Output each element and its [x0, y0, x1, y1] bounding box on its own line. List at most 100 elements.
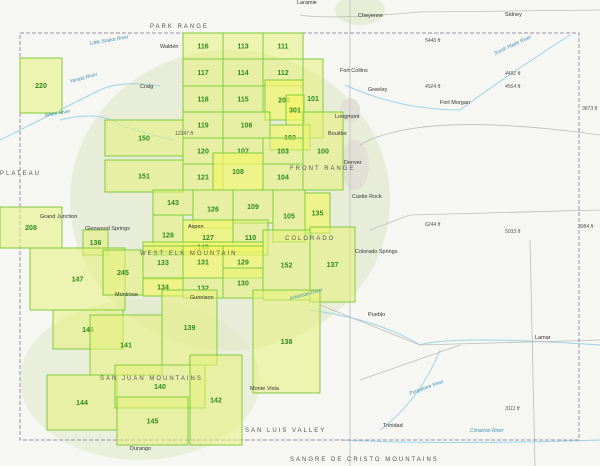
quad-116[interactable]: 116: [182, 32, 224, 60]
quad-145[interactable]: 145: [116, 396, 189, 446]
quad-139[interactable]: 139: [161, 289, 218, 366]
quad-label: 135: [312, 211, 324, 218]
elevation-label: 3984 ft: [578, 224, 594, 230]
quad-label: 113: [237, 44, 248, 51]
quad-label: 117: [197, 70, 208, 77]
quad-label: 115: [237, 97, 248, 104]
place: Sidney: [505, 12, 522, 18]
quad-box[interactable]: [212, 152, 264, 191]
place: Trinidad: [383, 423, 403, 429]
river-label: South Platte River: [493, 34, 532, 57]
elevation-label: 4564 ft: [505, 84, 521, 90]
quad-100[interactable]: 100: [302, 111, 344, 191]
quad-151[interactable]: 151: [104, 159, 184, 193]
quad-144[interactable]: 144: [46, 374, 118, 431]
quad-label: 109: [247, 204, 259, 211]
elevation-label: 12247 ft: [175, 131, 194, 137]
range-label: FRONT RANGE: [290, 166, 356, 172]
quad-113[interactable]: 113: [222, 32, 264, 60]
quad-142[interactable]: 142: [189, 354, 243, 446]
quad-label: 144: [76, 400, 88, 407]
quad-114[interactable]: 114: [222, 58, 264, 87]
quad-box[interactable]: [102, 249, 144, 296]
range-label: SAN LUIS VALLEY: [245, 428, 326, 434]
quad-label: 220: [35, 83, 47, 90]
quad-label: 151: [138, 174, 150, 181]
quad-label: 121: [197, 175, 209, 182]
river-label: Little Snake River: [89, 34, 129, 47]
quad-label: 245: [117, 270, 129, 277]
quadrangle-layer: 116 113 111 117 114 112 101 118 115 200 301 119 106 1…: [0, 32, 356, 446]
quad-117[interactable]: 117: [182, 58, 224, 87]
quad-label: 101: [307, 96, 319, 103]
quad-220[interactable]: 220: [19, 57, 63, 114]
quad-box[interactable]: [116, 396, 189, 446]
quad-box[interactable]: [222, 32, 264, 60]
place: Castle Rock: [352, 194, 382, 200]
quad-box[interactable]: [46, 374, 118, 431]
quad-box[interactable]: [19, 57, 63, 114]
range-label: WEST ELK MOUNTAIN: [140, 251, 237, 257]
place: Monte Vista: [250, 386, 280, 392]
quad-115[interactable]: 115: [222, 85, 264, 113]
quad-label: 120: [197, 149, 209, 156]
elevation-label: 4924 ft: [425, 84, 441, 90]
place: Colorado Springs: [355, 249, 398, 255]
quad-138[interactable]: 138: [252, 289, 321, 394]
place: Lamar: [535, 335, 551, 341]
quad-box[interactable]: [222, 111, 271, 139]
quad-106[interactable]: 106: [222, 111, 271, 139]
range-label: SAN JUAN MOUNTAINS: [100, 376, 203, 382]
quad-label: 137: [327, 262, 339, 269]
quad-label: 126: [207, 207, 219, 214]
place: Durango: [130, 446, 151, 452]
quad-label: 131: [197, 260, 209, 267]
place: Aspen: [188, 224, 204, 230]
quad-label: 134: [157, 285, 169, 292]
place: Fort Collins: [340, 68, 368, 74]
quad-box[interactable]: [304, 192, 331, 234]
quad-label: 105: [283, 214, 295, 221]
quad-301[interactable]: 301: [285, 94, 305, 126]
quad-150[interactable]: 150: [104, 119, 184, 157]
quad-109[interactable]: 109: [232, 189, 274, 224]
quad-label: 127: [202, 235, 214, 242]
place: Glenwood Springs: [85, 226, 130, 232]
quad-label: 133: [157, 260, 169, 267]
range-label: COLORADO: [285, 236, 335, 242]
quad-box[interactable]: [189, 354, 243, 446]
quad-label: 129: [237, 260, 249, 267]
river-label: White River: [44, 109, 71, 119]
quad-box[interactable]: [222, 85, 264, 113]
quad-label: 208: [25, 225, 37, 232]
range-label: SANGRE DE CRISTO MOUNTAINS: [290, 457, 439, 463]
place: Denver: [344, 160, 362, 166]
quad-box[interactable]: [262, 32, 304, 60]
quad-label: 301: [289, 108, 301, 115]
quad-label: 103: [277, 149, 289, 156]
quad-111[interactable]: 111: [262, 32, 304, 60]
range-label: PARK RANGE: [150, 24, 209, 30]
quad-label: 147: [72, 277, 84, 284]
quad-label: 142: [210, 398, 222, 405]
quad-label: 141: [120, 343, 132, 350]
quad-box[interactable]: [302, 111, 344, 191]
quad-label: 138: [281, 339, 293, 346]
quad-box[interactable]: [161, 289, 218, 366]
quad-103[interactable]: 103: [262, 137, 304, 165]
quad-label: 106: [241, 123, 253, 130]
quad-label: 119: [197, 123, 208, 130]
quad-box[interactable]: [252, 289, 321, 394]
quad-108[interactable]: 108: [212, 152, 264, 191]
quad-245[interactable]: 245: [102, 249, 144, 296]
quad-label: 111: [278, 44, 289, 51]
elevation-label: 3111 ft: [505, 406, 520, 412]
elevation-label: 4491 ft: [505, 71, 521, 77]
quad-143[interactable]: 143: [152, 189, 194, 216]
place: Fort Morgan: [440, 100, 470, 106]
quad-118[interactable]: 118: [182, 85, 224, 113]
quad-135[interactable]: 135: [304, 192, 331, 234]
quad-label: 143: [167, 200, 179, 207]
